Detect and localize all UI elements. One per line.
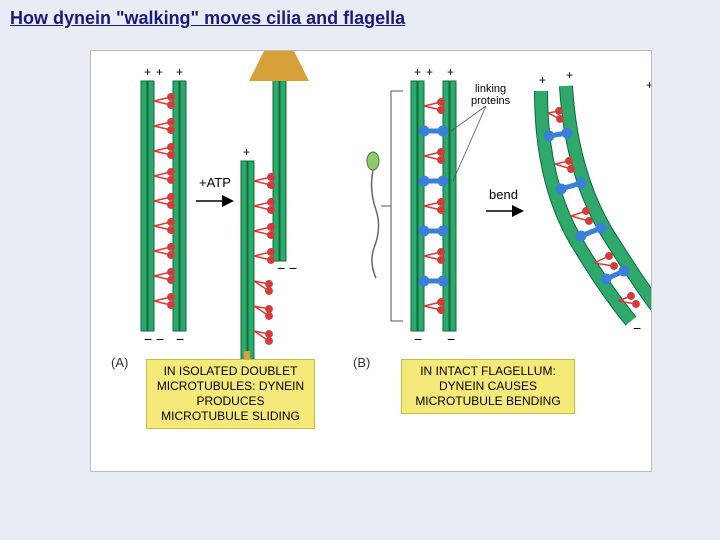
page-title: How dynein "walking" moves cilia and fla… <box>10 8 405 29</box>
diagram-area: + + + − − − <box>90 50 652 472</box>
motion-arrows <box>91 51 651 471</box>
